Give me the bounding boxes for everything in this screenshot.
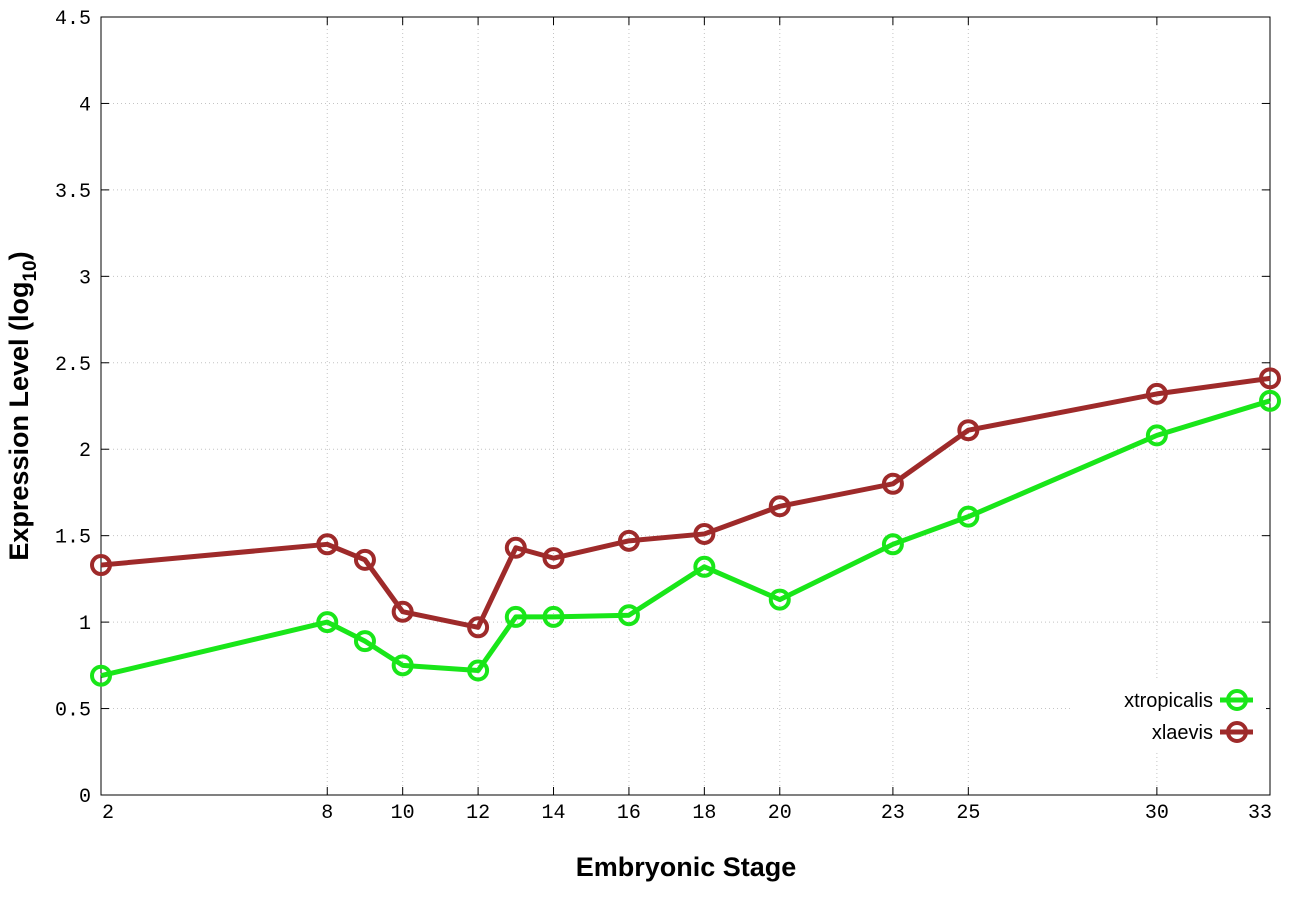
y-tick-label: 2.5: [55, 354, 91, 377]
x-tick-label: 25: [956, 802, 980, 825]
data-point-xlaevis: [467, 616, 490, 639]
data-point-xlaevis: [768, 495, 791, 518]
legend: xtropicalis xlaevis: [1070, 678, 1266, 750]
legend-swatch-marker: [1226, 721, 1248, 743]
data-point-xtropicalis: [617, 604, 640, 627]
legend-label-xlaevis: xlaevis: [1152, 722, 1213, 744]
y-axis-title-close: ): [4, 251, 34, 260]
series-lines: [90, 367, 1281, 687]
data-point-xlaevis: [391, 600, 414, 623]
data-point-xtropicalis: [90, 664, 112, 687]
y-tick-label: 1: [79, 613, 91, 636]
x-tick-label: 8: [321, 802, 333, 825]
data-point-xtropicalis: [693, 555, 716, 578]
y-axis-title: Expression Level (log10): [4, 251, 41, 560]
y-tick-label: 3.5: [55, 181, 91, 204]
y-tick-label: 4: [79, 94, 91, 117]
data-point-xtropicalis: [957, 505, 980, 528]
data-point-xtropicalis: [391, 654, 414, 677]
data-point-xtropicalis: [542, 605, 565, 628]
x-tick-label: 10: [391, 802, 415, 825]
x-tick-label: 30: [1145, 802, 1169, 825]
y-tick-label: 0: [79, 786, 91, 809]
data-point-xlaevis: [1145, 382, 1168, 405]
data-point-xlaevis: [90, 554, 112, 577]
data-point-xtropicalis: [881, 533, 904, 556]
y-tick-label: 3: [79, 267, 91, 290]
y-tick-label: 2: [79, 440, 91, 463]
data-point-xtropicalis: [1145, 424, 1168, 447]
plot-frame: [100, 16, 1271, 796]
y-tick-label: 1.5: [55, 527, 91, 550]
data-point-xtropicalis: [768, 588, 791, 611]
data-point-xlaevis: [353, 548, 376, 571]
data-point-xlaevis: [617, 529, 640, 552]
x-tick-label: 16: [617, 802, 641, 825]
x-axis-title: Embryonic Stage: [576, 852, 797, 882]
x-tick-label: 23: [881, 802, 905, 825]
data-point-xlaevis: [881, 472, 904, 495]
legend-label-xtropicalis: xtropicalis: [1124, 690, 1213, 712]
data-point-xlaevis: [957, 419, 980, 442]
series-line-xtropicalis: [100, 398, 1271, 679]
axes: 0 0.5 1 1.5 2 2.5 3 3.5 4 4.5 2 8 10 12 14 16 18 20 23 25 30…: [55, 8, 1272, 825]
y-axis-title-subscript: 10: [20, 260, 41, 281]
data-point-xlaevis: [693, 522, 716, 545]
data-point-xtropicalis: [316, 611, 339, 634]
x-tick-label: 12: [466, 802, 490, 825]
data-point-xlaevis: [1259, 367, 1281, 390]
x-tick-label: 18: [692, 802, 716, 825]
x-tick-label: 20: [768, 802, 792, 825]
data-point-xtropicalis: [467, 659, 490, 682]
x-tick-label: 33: [1248, 802, 1272, 825]
data-point-xlaevis: [504, 536, 527, 559]
data-point-xlaevis: [316, 533, 339, 556]
y-tick-label: 0.5: [55, 700, 91, 723]
y-tick-label: 4.5: [55, 8, 91, 31]
legend-swatch-marker: [1226, 689, 1248, 711]
series-line-xlaevis: [100, 375, 1271, 630]
x-tick-label: 14: [542, 802, 566, 825]
data-point-xlaevis: [542, 547, 565, 570]
data-point-xtropicalis: [504, 605, 527, 628]
data-point-xtropicalis: [1259, 389, 1281, 412]
x-tick-label: 2: [102, 802, 114, 825]
y-axis-title-main: Expression Level (log: [4, 282, 34, 561]
data-point-xtropicalis: [353, 630, 376, 653]
